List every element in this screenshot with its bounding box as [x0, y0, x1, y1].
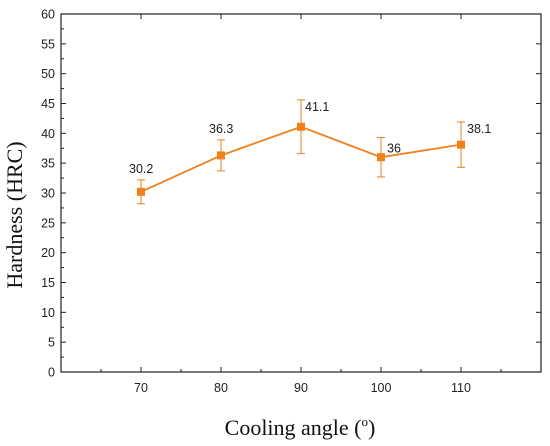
axes: [60, 13, 542, 373]
y-tick-label: 60: [41, 8, 55, 22]
data-label: 30.2: [129, 162, 153, 176]
y-tick-label: 20: [41, 246, 55, 260]
plot-frame: [60, 13, 542, 373]
data-point: [457, 140, 465, 149]
series: [137, 99, 465, 205]
x-tick-label: 70: [134, 381, 148, 395]
y-tick-label: 0: [48, 366, 55, 380]
x-tick-label: 110: [451, 381, 471, 395]
x-tick-label: 100: [371, 381, 392, 395]
data-point: [217, 151, 225, 160]
y-tick-label: 35: [41, 157, 55, 171]
x-axis-title: Cooling angle (o): [225, 414, 376, 440]
y-axis-title: Hardness (HRC): [2, 141, 27, 288]
x-axis-title-suffix: ): [368, 415, 375, 440]
data-label: 41.1: [305, 100, 329, 114]
x-tick-label: 80: [214, 381, 228, 395]
x-tick-label: 90: [294, 381, 308, 395]
data-label: 36: [387, 142, 401, 156]
y-tick-label: 5: [48, 336, 55, 350]
y-tick-label: 15: [41, 276, 55, 290]
data-label: 36.3: [209, 122, 233, 136]
data-labels: 30.2 36.3 41.1 36 38.1: [129, 100, 491, 176]
data-point: [297, 122, 305, 131]
y-tick-label: 25: [41, 216, 55, 230]
y-tick-label: 10: [41, 306, 55, 320]
data-point: [137, 187, 145, 196]
y-tick-label: 40: [41, 127, 55, 141]
data-label: 38.1: [467, 122, 491, 136]
y-tick-label: 50: [41, 67, 55, 81]
data-point: [377, 153, 385, 162]
x-axis-title-main: Cooling angle (: [225, 415, 362, 440]
y-tick-label: 30: [41, 187, 55, 201]
ticks: 0 5 10 15 20 25 30 35 40 45 50 55 60 70 80 90 100 110: [41, 8, 541, 395]
y-tick-label: 45: [41, 97, 55, 111]
x-axis-title-superscript: o: [362, 414, 369, 429]
y-tick-label: 55: [41, 37, 55, 51]
